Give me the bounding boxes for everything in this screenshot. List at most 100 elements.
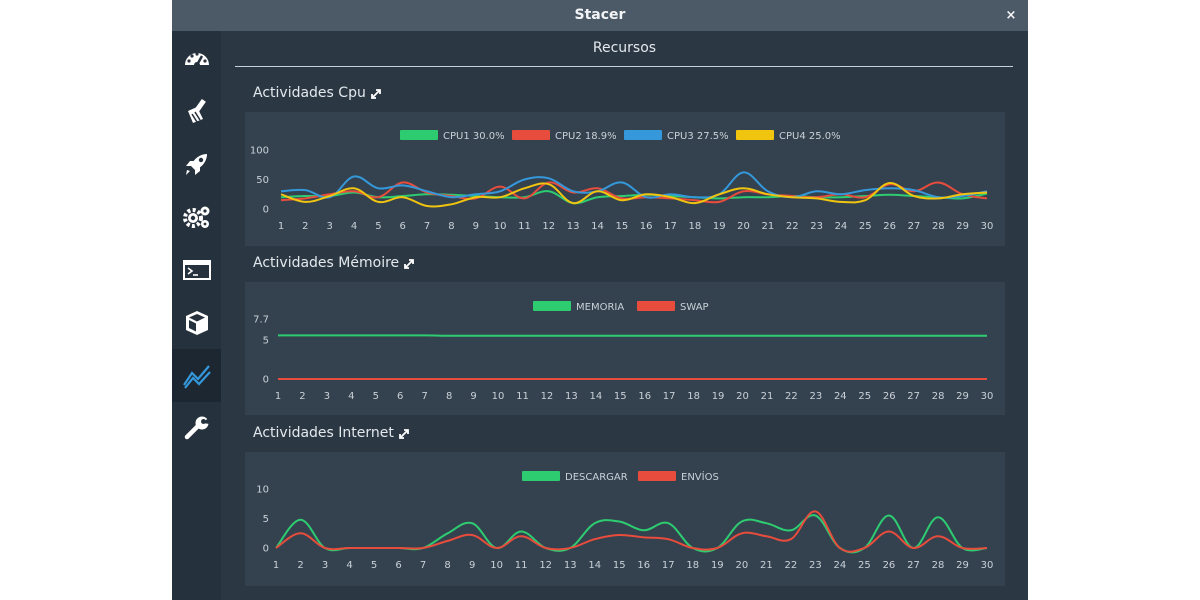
x-tick-label: 9 [469, 560, 475, 571]
legend-label: ENVÍOS [681, 470, 719, 483]
sidebar-item-services[interactable] [172, 190, 221, 243]
x-tick-label: 7 [422, 391, 428, 402]
x-tick-label: 25 [859, 221, 872, 232]
y-tick-label: 0 [263, 375, 269, 386]
y-tick-label: 0 [263, 205, 269, 216]
y-tick-label: 5 [263, 336, 269, 347]
x-tick-label: 22 [785, 391, 798, 402]
expand-icon[interactable] [396, 426, 412, 442]
x-tick-label: 16 [640, 221, 653, 232]
section-title-internet: Actividades Internet [253, 425, 394, 441]
section-title-cpu: Actividades Cpu [253, 85, 366, 101]
sidebar-item-resources[interactable] [172, 349, 221, 402]
legend-swatch[interactable] [736, 130, 774, 140]
legend-swatch[interactable] [512, 130, 550, 140]
legend-swatch[interactable] [533, 301, 571, 311]
rocket-icon [185, 153, 207, 175]
x-tick-label: 30 [981, 221, 994, 232]
x-tick-label: 21 [760, 560, 773, 571]
x-tick-label: 7 [424, 221, 430, 232]
x-tick-label: 5 [375, 221, 381, 232]
sidebar-item-settings[interactable] [172, 402, 221, 455]
legend-swatch[interactable] [638, 471, 676, 481]
window-title: Stacer [574, 7, 626, 23]
y-tick-label: 10 [256, 485, 269, 496]
legend-label: CPU2 18.9% [555, 131, 617, 142]
sidebar-item-dashboard[interactable] [172, 31, 221, 84]
sidebar-item-processes[interactable] [172, 243, 221, 296]
sidebar [172, 31, 221, 600]
legend-swatch[interactable] [637, 301, 675, 311]
series-line [280, 182, 988, 208]
y-tick-label: 5 [263, 514, 269, 525]
x-tick-label: 30 [981, 391, 994, 402]
legend-label: MEMORIA [576, 302, 624, 313]
x-tick-label: 16 [638, 391, 651, 402]
legend-label: CPU1 30.0% [443, 131, 505, 142]
x-tick-label: 11 [515, 560, 528, 571]
page-title: Recursos [592, 40, 657, 56]
package-icon [185, 310, 208, 335]
sidebar-item-startup[interactable] [172, 137, 221, 190]
y-tick-label: 7.7 [253, 315, 269, 326]
x-tick-label: 14 [588, 560, 601, 571]
x-tick-label: 10 [494, 221, 507, 232]
expand-icon[interactable] [368, 86, 384, 102]
x-tick-label: 17 [664, 221, 677, 232]
x-tick-label: 14 [589, 391, 602, 402]
legend-label: SWAP [680, 302, 709, 313]
gears-icon [182, 206, 209, 228]
series-line [280, 181, 988, 204]
x-tick-label: 24 [834, 391, 847, 402]
legend-swatch[interactable] [522, 471, 560, 481]
x-tick-label: 11 [518, 221, 531, 232]
broom-icon [187, 98, 206, 123]
x-tick-label: 13 [565, 391, 578, 402]
chart-panel-memory: MEMORIA SWAP 7.7 5 0 1 2 3 4 5 6 7 8 9 10 11 12 13 14 15 16 1… [245, 282, 1005, 415]
legend-swatch[interactable] [400, 130, 438, 140]
x-tick-label: 18 [686, 560, 699, 571]
x-tick-label: 24 [835, 221, 848, 232]
section-title-memory: Actividades Mémoire [253, 255, 400, 271]
x-tick-label: 18 [687, 391, 700, 402]
x-tick-label: 29 [956, 391, 969, 402]
x-tick-label: 20 [735, 560, 748, 571]
x-tick-label: 1 [273, 560, 279, 571]
x-tick-label: 15 [613, 560, 626, 571]
legend-swatch[interactable] [624, 130, 662, 140]
x-tick-label: 2 [302, 221, 308, 232]
x-tick-label: 12 [541, 391, 554, 402]
x-tick-label: 8 [446, 391, 452, 402]
x-tick-label: 4 [348, 391, 354, 402]
x-tick-label: 9 [473, 221, 479, 232]
y-tick-label: 100 [250, 146, 269, 157]
x-tick-label: 26 [883, 221, 896, 232]
x-tick-label: 4 [351, 221, 357, 232]
x-tick-label: 22 [786, 221, 799, 232]
x-tick-label: 19 [713, 221, 726, 232]
chart-panel-cpu: CPU1 30.0% CPU2 18.9% CPU3 27.5% CPU4 25.0%… [245, 112, 1005, 246]
chart-panel-internet: DESCARGAR ENVÍOS 10 5 0 1 2 3 4 5 6 7 8 9 10 11 12 13 14 15… [245, 452, 1005, 586]
sidebar-item-uninstaller[interactable] [172, 296, 221, 349]
title-divider [235, 66, 1013, 67]
title-bar: Stacer × [172, 0, 1028, 31]
dashboard-icon [184, 51, 209, 68]
x-tick-label: 10 [492, 391, 505, 402]
chart-line-icon [182, 364, 211, 389]
x-tick-label: 3 [324, 391, 330, 402]
x-tick-label: 30 [981, 560, 994, 571]
x-tick-label: 20 [736, 391, 749, 402]
x-tick-label: 26 [883, 560, 896, 571]
series-line [275, 510, 988, 553]
expand-icon[interactable] [401, 256, 417, 272]
x-tick-label: 3 [327, 221, 333, 232]
x-tick-label: 29 [956, 221, 969, 232]
close-button[interactable]: × [1005, 8, 1017, 23]
x-tick-label: 19 [711, 560, 724, 571]
stacer-window: Stacer × [172, 0, 1028, 600]
x-tick-label: 13 [564, 560, 577, 571]
sidebar-item-cleaner[interactable] [172, 84, 221, 137]
x-tick-label: 21 [762, 221, 775, 232]
x-tick-label: 15 [614, 391, 627, 402]
